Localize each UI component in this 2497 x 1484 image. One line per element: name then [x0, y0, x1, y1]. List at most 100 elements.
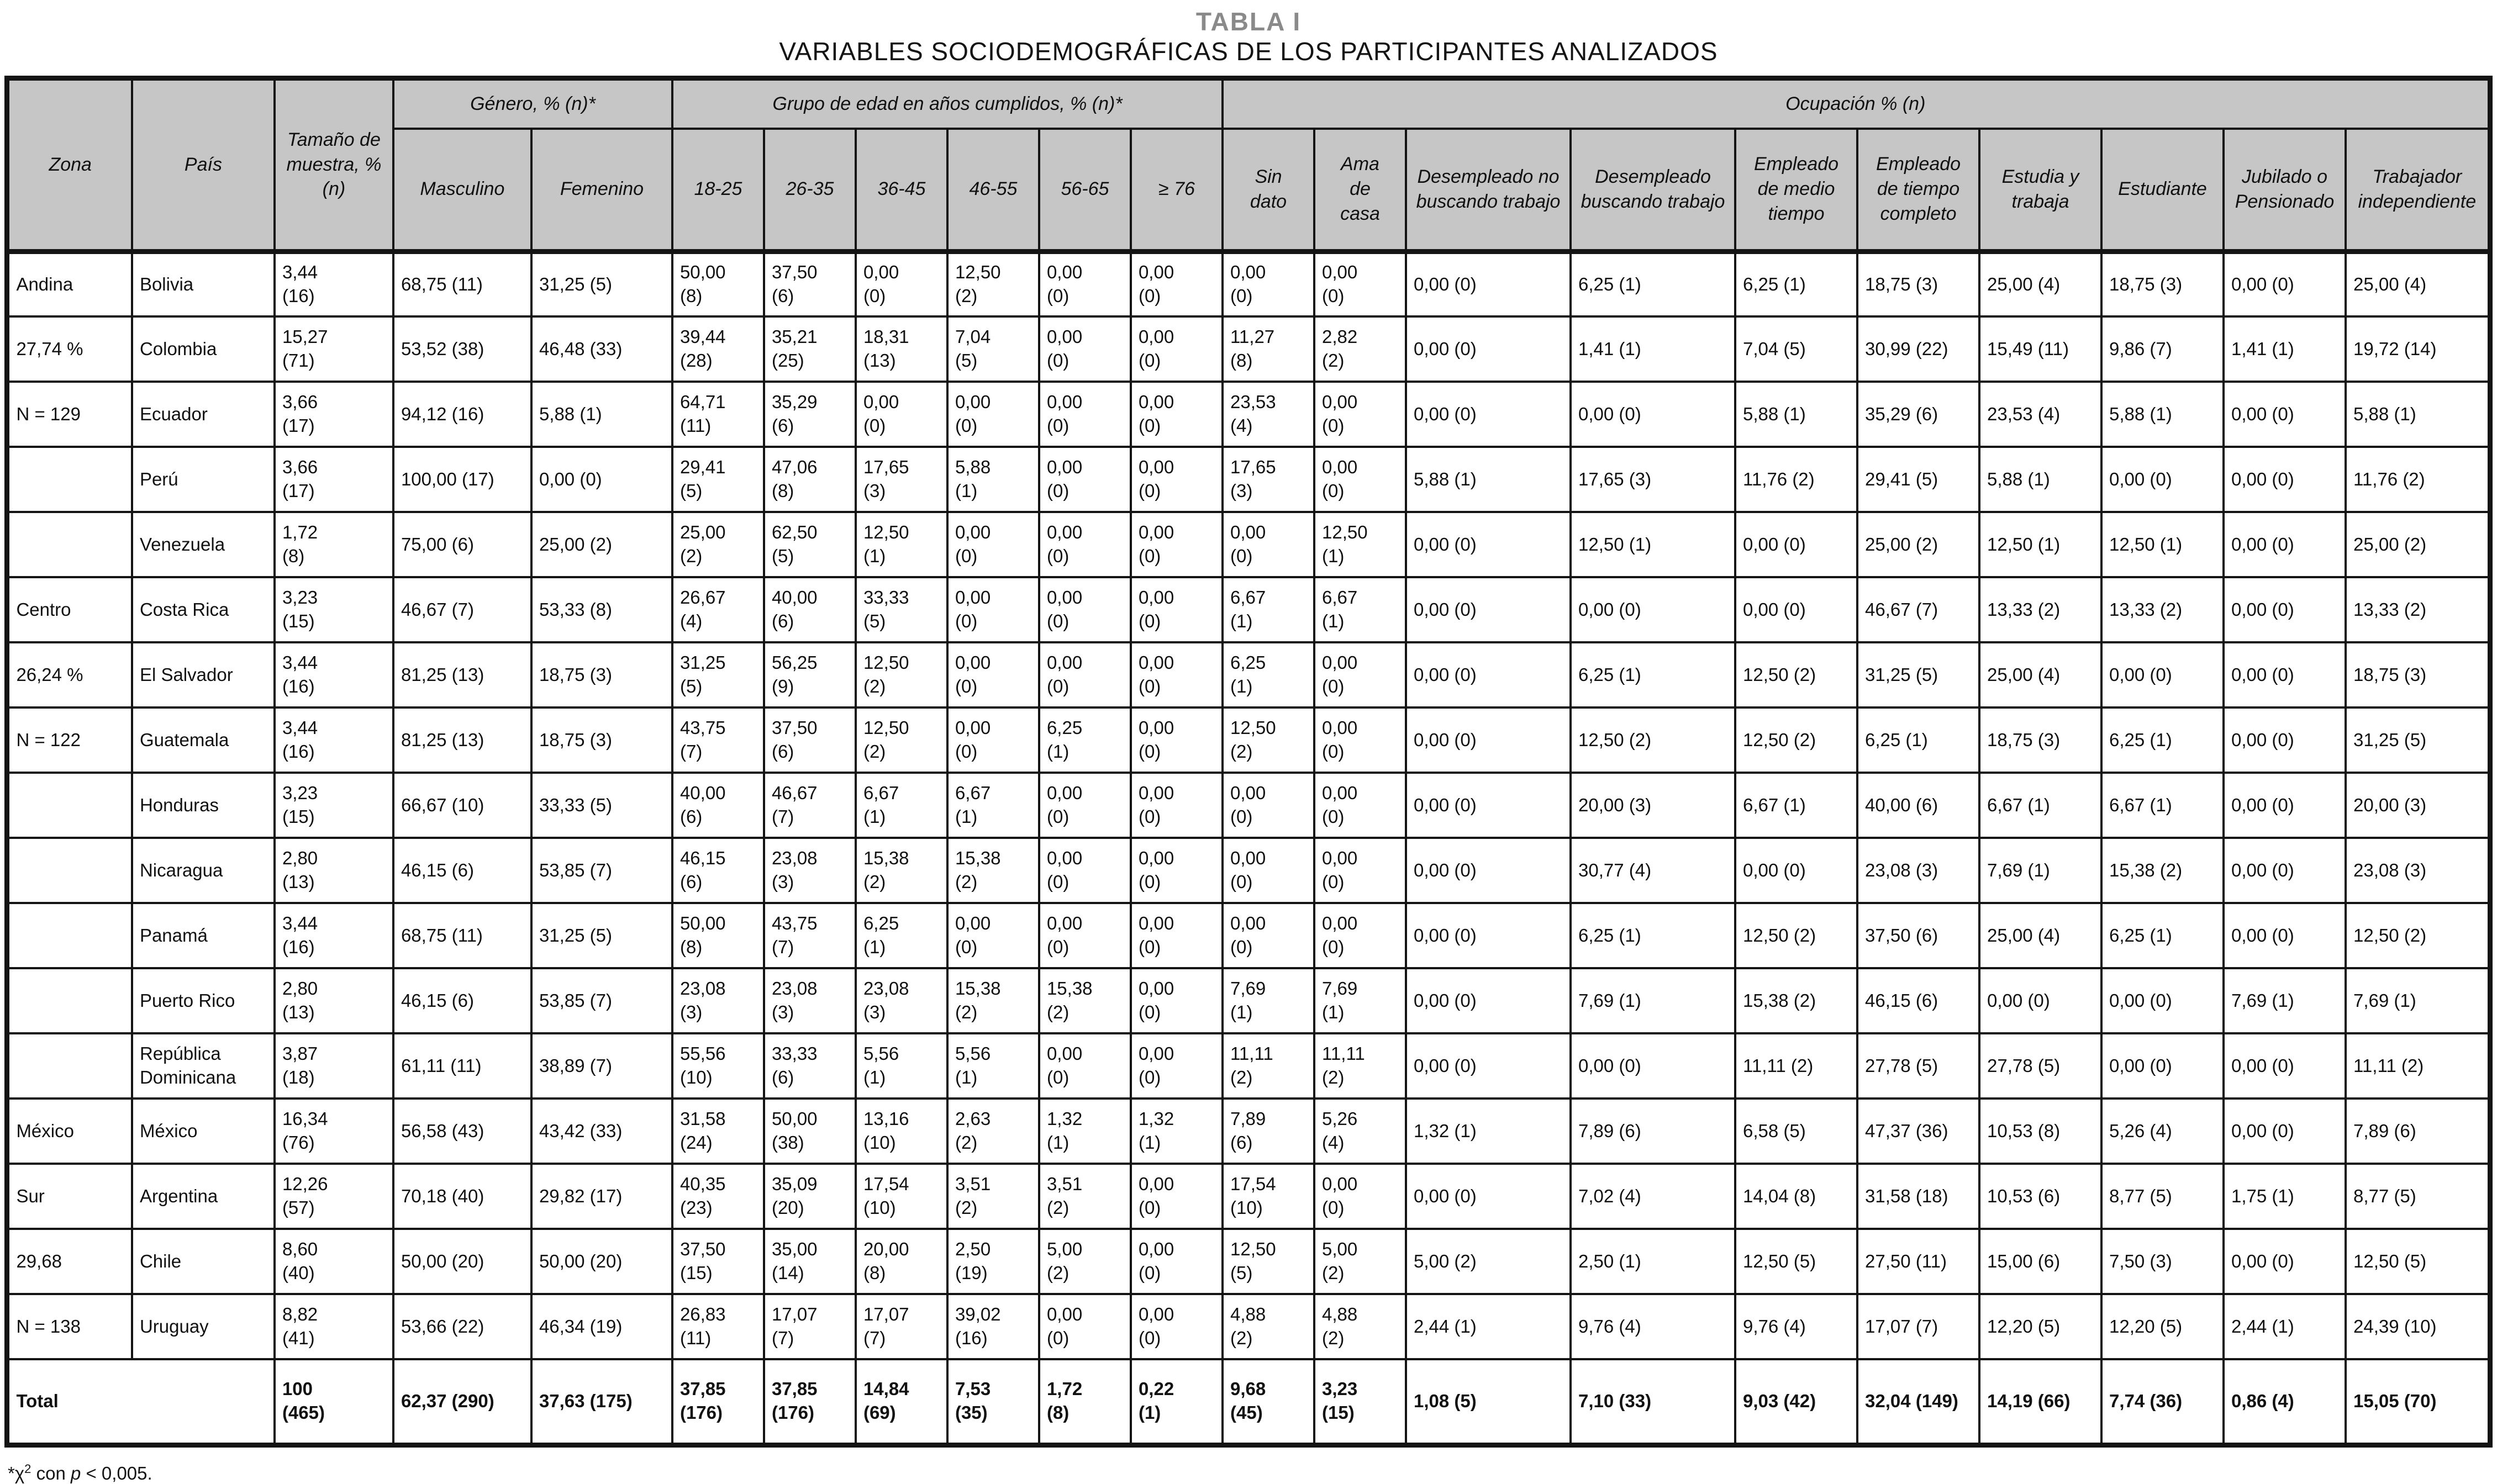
data-cell: 0,00 (0) — [946, 706, 1040, 774]
data-cell: 0,00 (0) — [1405, 1032, 1572, 1100]
zona-cell: N = 138 — [6, 1293, 133, 1361]
data-cell: 0,00 (0) — [1313, 1163, 1408, 1230]
data-cell: 37,50 (6) — [1856, 902, 1981, 970]
data-cell: 6,58 (5) — [1734, 1097, 1859, 1165]
footnote-mid: con — [31, 1462, 71, 1483]
data-cell: 3,66 (17) — [273, 446, 394, 514]
table-row: Nicaragua 2,80 (13) 46,15 (6) 53,85 (7) 46,1… — [6, 837, 2491, 905]
col-header-empleado-tiempo-completo: Empleado de tiempo completo — [1856, 128, 1981, 253]
col-header-trabajador-independiente: Trabajador independiente — [2345, 128, 2491, 253]
data-cell: 15,38 (2) — [1037, 967, 1132, 1035]
data-cell: 56,58 (43) — [392, 1097, 533, 1165]
data-cell: 6,25 (1) — [1221, 641, 1316, 709]
data-cell: 6,25 (1) — [854, 902, 949, 970]
data-cell: 46,15 (6) — [671, 837, 765, 905]
data-cell: 53,52 (38) — [392, 315, 533, 383]
data-cell: 6,67 (1) — [1734, 772, 1859, 839]
total-data-cell: 9,03 (42) — [1734, 1358, 1859, 1446]
data-cell: 46,48 (33) — [530, 315, 673, 383]
pais-cell: Perú — [130, 446, 276, 514]
data-cell: 39,02 (16) — [946, 1293, 1040, 1361]
data-cell: 18,75 (3) — [1856, 249, 1981, 318]
data-cell: 2,44 (1) — [2222, 1293, 2347, 1361]
data-cell: 25,00 (4) — [2345, 249, 2491, 318]
data-cell: 26,83 (11) — [671, 1293, 765, 1361]
table-row: México México 16,34 (76) 56,58 (43) 43,42 (3… — [6, 1097, 2491, 1165]
data-cell: 0,00 (0) — [1313, 772, 1408, 839]
data-cell: 18,75 (3) — [1978, 706, 2103, 774]
data-cell: 61,11 (11) — [392, 1032, 533, 1100]
data-cell: 15,38 (2) — [1734, 967, 1859, 1035]
col-header-pais: País — [130, 77, 276, 253]
data-cell: 0,00 (0) — [1734, 576, 1859, 644]
sociodemographic-table: Zona País Tamaño de muestra, % (n) Géner… — [4, 75, 2493, 1448]
data-cell: 6,25 (1) — [1569, 902, 1737, 970]
data-cell: 0,00 (0) — [1037, 381, 1132, 448]
col-header-edad-26-35: 26-35 — [762, 128, 857, 253]
data-cell: 26,67 (4) — [671, 576, 765, 644]
pais-cell: Ecuador — [130, 381, 276, 448]
data-cell: 23,53 (4) — [1978, 381, 2103, 448]
data-cell: 31,25 (5) — [530, 902, 673, 970]
data-cell: 0,00 (0) — [1129, 967, 1224, 1035]
data-cell: 25,00 (4) — [1978, 249, 2103, 318]
data-cell: 11,11 (2) — [1221, 1032, 1316, 1100]
zona-cell: N = 122 — [6, 706, 133, 774]
zona-cell — [6, 772, 133, 839]
data-cell: 40,00 (6) — [762, 576, 857, 644]
table-header: Zona País Tamaño de muestra, % (n) Géner… — [6, 77, 2491, 253]
data-cell: 3,23 (15) — [273, 576, 394, 644]
data-cell: 0,00 (0) — [2222, 1228, 2347, 1296]
data-cell: 0,00 (0) — [1405, 576, 1572, 644]
data-cell: 20,00 (3) — [2345, 772, 2491, 839]
footnote-sup: 2 — [24, 1461, 31, 1476]
data-cell: 0,00 (0) — [1405, 381, 1572, 448]
data-cell: 1,41 (1) — [2222, 315, 2347, 383]
data-cell: 5,00 (2) — [1313, 1228, 1408, 1296]
data-cell: 15,38 (2) — [2100, 837, 2225, 905]
data-cell: 23,08 (3) — [762, 967, 857, 1035]
data-cell: 0,00 (0) — [1037, 315, 1132, 383]
data-cell: 3,66 (17) — [273, 381, 394, 448]
data-cell: 0,00 (0) — [1037, 446, 1132, 514]
table-row: Panamá 3,44 (16) 68,75 (11) 31,25 (5) 50,00 … — [6, 902, 2491, 970]
data-cell: 0,00 (0) — [1313, 837, 1408, 905]
data-cell: 12,50 (1) — [1569, 511, 1737, 579]
data-cell: 7,69 (1) — [1221, 967, 1316, 1035]
data-cell: 12,50 (1) — [1978, 511, 2103, 579]
data-cell: 46,67 (7) — [762, 772, 857, 839]
zona-cell: Centro — [6, 576, 133, 644]
data-cell: 0,00 (0) — [2222, 837, 2347, 905]
data-cell: 0,00 (0) — [1405, 1163, 1572, 1230]
data-cell: 0,00 (0) — [2100, 641, 2225, 709]
table-row: Honduras 3,23 (15) 66,67 (10) 33,33 (5) 40,0… — [6, 772, 2491, 839]
data-cell: 17,07 (7) — [1856, 1293, 1981, 1361]
data-cell: 23,08 (3) — [671, 967, 765, 1035]
data-cell: 3,44 (16) — [273, 641, 394, 709]
data-cell: 13,33 (2) — [2345, 576, 2491, 644]
data-cell: 2,63 (2) — [946, 1097, 1040, 1165]
data-cell: 50,00 (8) — [671, 902, 765, 970]
total-data-cell: 7,10 (33) — [1569, 1358, 1737, 1446]
data-cell: 0,00 (0) — [1129, 902, 1224, 970]
data-cell: 35,00 (14) — [762, 1228, 857, 1296]
data-cell: 6,67 (1) — [2100, 772, 2225, 839]
data-cell: 0,00 (0) — [2222, 511, 2347, 579]
data-cell: 11,76 (2) — [2345, 446, 2491, 514]
data-cell: 0,00 (0) — [2222, 706, 2347, 774]
table-row: Andina Bolivia 3,44 (16) 68,75 (11) 31,25 (5… — [6, 249, 2491, 318]
data-cell: 0,00 (0) — [1221, 772, 1316, 839]
data-cell: 8,77 (5) — [2100, 1163, 2225, 1230]
col-header-edad-76plus: ≥ 76 — [1129, 128, 1224, 253]
data-cell: 6,25 (1) — [1569, 641, 1737, 709]
data-cell: 24,39 (10) — [2345, 1293, 2491, 1361]
data-cell: 6,25 (1) — [1569, 249, 1737, 318]
data-cell: 15,00 (6) — [1978, 1228, 2103, 1296]
data-cell: 0,00 (0) — [2100, 446, 2225, 514]
data-cell: 25,00 (2) — [671, 511, 765, 579]
data-cell: 3,23 (15) — [273, 772, 394, 839]
data-cell: 0,00 (0) — [1313, 381, 1408, 448]
data-cell: 12,50 (5) — [2345, 1228, 2491, 1296]
table-caption: VARIABLES SOCIODEMOGRÁFICAS DE LOS PARTI… — [779, 37, 1718, 66]
data-cell: 14,04 (8) — [1734, 1163, 1859, 1230]
